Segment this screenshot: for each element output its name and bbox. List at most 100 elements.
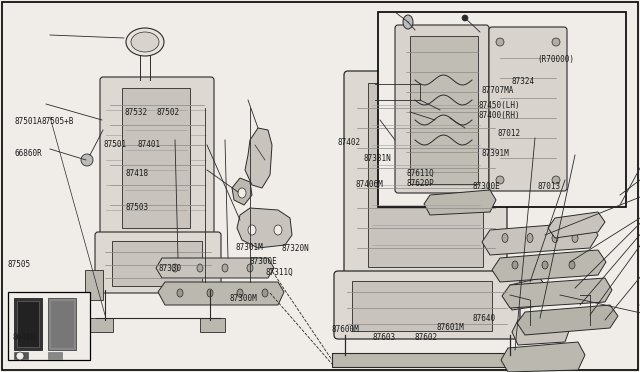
Ellipse shape xyxy=(552,234,558,243)
Polygon shape xyxy=(501,342,585,372)
Ellipse shape xyxy=(569,261,575,269)
Bar xyxy=(410,36,478,184)
Bar xyxy=(352,281,492,331)
Ellipse shape xyxy=(207,289,213,297)
Circle shape xyxy=(16,352,24,360)
Text: 87640: 87640 xyxy=(472,314,495,323)
Bar xyxy=(48,352,62,359)
Ellipse shape xyxy=(172,264,178,272)
Circle shape xyxy=(552,38,560,46)
Ellipse shape xyxy=(572,234,578,243)
Text: 87707MA: 87707MA xyxy=(481,86,514,95)
Text: 87501A: 87501A xyxy=(14,117,42,126)
Ellipse shape xyxy=(247,264,253,272)
Ellipse shape xyxy=(502,234,508,243)
Bar xyxy=(85,270,103,300)
Ellipse shape xyxy=(222,264,228,272)
Text: 87330: 87330 xyxy=(159,264,182,273)
FancyBboxPatch shape xyxy=(334,271,520,339)
Text: 87603: 87603 xyxy=(372,333,396,342)
Polygon shape xyxy=(502,278,612,308)
Text: 87601M: 87601M xyxy=(436,323,464,332)
Text: 87311Q: 87311Q xyxy=(266,268,293,277)
Text: 87324: 87324 xyxy=(512,77,535,86)
Text: 87620P: 87620P xyxy=(406,179,434,188)
Text: 87300E: 87300E xyxy=(250,257,277,266)
Text: 87502: 87502 xyxy=(157,108,180,117)
Text: 87406M: 87406M xyxy=(356,180,383,189)
Text: 86400: 86400 xyxy=(13,333,36,342)
Text: 87391M: 87391M xyxy=(481,149,509,158)
Circle shape xyxy=(552,176,560,184)
Ellipse shape xyxy=(131,32,159,52)
Bar xyxy=(51,301,73,347)
Ellipse shape xyxy=(403,15,413,29)
Text: 87450(LH): 87450(LH) xyxy=(479,101,520,110)
Polygon shape xyxy=(492,250,606,282)
Text: 87505: 87505 xyxy=(8,260,31,269)
Ellipse shape xyxy=(177,289,183,297)
Bar xyxy=(112,241,202,286)
Ellipse shape xyxy=(237,289,243,297)
Text: 87611Q: 87611Q xyxy=(406,169,434,178)
Text: 87331N: 87331N xyxy=(364,154,391,163)
Bar xyxy=(17,301,39,347)
Polygon shape xyxy=(517,305,618,335)
Text: 87012: 87012 xyxy=(498,129,521,138)
Polygon shape xyxy=(156,258,274,278)
Ellipse shape xyxy=(262,289,268,297)
FancyBboxPatch shape xyxy=(344,71,507,279)
Polygon shape xyxy=(548,212,605,238)
Text: (R70000): (R70000) xyxy=(538,55,575,64)
Text: 87320N: 87320N xyxy=(282,244,309,253)
Text: 87402: 87402 xyxy=(337,138,360,147)
Ellipse shape xyxy=(197,264,203,272)
Ellipse shape xyxy=(238,188,246,198)
Text: 87503: 87503 xyxy=(125,203,148,212)
Text: 87013: 87013 xyxy=(538,182,561,191)
Ellipse shape xyxy=(126,28,164,56)
Ellipse shape xyxy=(527,234,533,243)
Circle shape xyxy=(496,38,504,46)
FancyBboxPatch shape xyxy=(95,232,221,293)
Text: 66860R: 66860R xyxy=(14,149,42,158)
Polygon shape xyxy=(232,178,252,205)
Text: 87400(RH): 87400(RH) xyxy=(479,111,520,120)
Text: 87401: 87401 xyxy=(138,140,161,148)
Bar xyxy=(8,292,90,360)
Ellipse shape xyxy=(542,261,548,269)
Circle shape xyxy=(462,15,468,21)
Text: 87600M: 87600M xyxy=(332,325,359,334)
Text: 87501: 87501 xyxy=(104,140,127,148)
Bar xyxy=(122,88,190,228)
Polygon shape xyxy=(482,222,598,255)
Text: 87301M: 87301M xyxy=(236,243,263,251)
Bar xyxy=(368,83,483,267)
Polygon shape xyxy=(504,278,548,310)
Bar xyxy=(14,352,28,359)
Polygon shape xyxy=(237,208,292,248)
Polygon shape xyxy=(245,128,272,188)
FancyBboxPatch shape xyxy=(395,25,489,193)
Bar xyxy=(378,12,626,207)
Text: 87532: 87532 xyxy=(125,108,148,117)
Bar xyxy=(332,353,524,367)
Text: 87602: 87602 xyxy=(415,333,438,342)
Bar xyxy=(48,298,76,350)
Circle shape xyxy=(496,176,504,184)
Bar xyxy=(14,298,42,350)
Text: 87505+B: 87505+B xyxy=(42,117,74,126)
Bar xyxy=(200,318,225,332)
FancyBboxPatch shape xyxy=(100,77,214,238)
Ellipse shape xyxy=(248,225,256,235)
Polygon shape xyxy=(158,282,284,305)
Ellipse shape xyxy=(512,261,518,269)
Text: 87418: 87418 xyxy=(125,169,148,178)
FancyBboxPatch shape xyxy=(489,27,567,191)
Text: 87300E: 87300E xyxy=(472,182,500,191)
Ellipse shape xyxy=(274,225,282,235)
Text: 87300M: 87300M xyxy=(229,294,257,303)
Bar xyxy=(88,318,113,332)
Polygon shape xyxy=(424,190,496,215)
Circle shape xyxy=(81,154,93,166)
